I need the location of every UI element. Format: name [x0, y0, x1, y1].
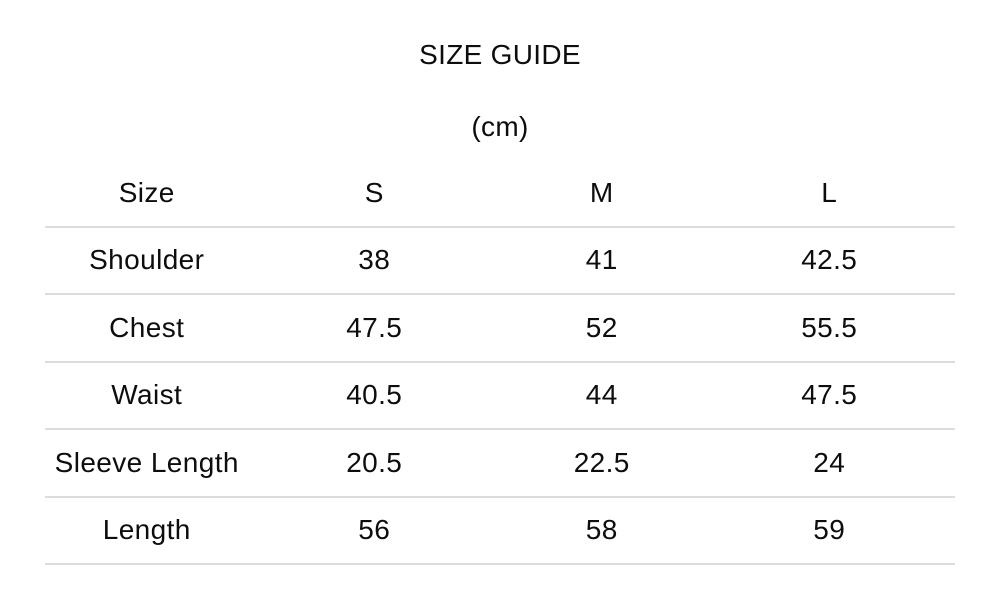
column-header-m: M — [589, 176, 614, 208]
cell-value: 38 — [358, 244, 391, 276]
page-title: SIZE GUIDE — [419, 39, 581, 70]
cell-value: 47.5 — [801, 379, 858, 411]
column-header-l: L — [821, 176, 838, 208]
row-label: Waist — [111, 379, 183, 411]
cell-value: 52 — [585, 311, 618, 343]
cell-value: 42.5 — [801, 244, 858, 276]
column-header-s: S — [364, 176, 384, 208]
cell-value: 47.5 — [346, 311, 403, 343]
column-header-size: Size — [118, 176, 175, 208]
cell-value: 44 — [585, 379, 618, 411]
cell-value: 41 — [585, 244, 618, 276]
row-label: Shoulder — [89, 244, 205, 276]
size-guide-page: SIZE GUIDE (cm) Size S M L Shoulder 38 4… — [45, 39, 955, 565]
cell-value: 24 — [813, 446, 846, 478]
cell-value: 55.5 — [801, 311, 858, 343]
table-header-row: Size S M L — [45, 160, 955, 228]
cell-value: 40.5 — [346, 379, 403, 411]
cell-value: 58 — [585, 514, 618, 546]
table-row-sleeve-length: Sleeve Length 20.5 22.5 24 — [45, 430, 955, 498]
unit-label: (cm) — [471, 111, 529, 142]
cell-value: 56 — [358, 514, 391, 546]
table-row-waist: Waist 40.5 44 47.5 — [45, 363, 955, 430]
cell-value: 59 — [813, 514, 846, 546]
row-label: Length — [102, 514, 191, 546]
size-table: Size S M L Shoulder 38 41 42.5 Chest 47.… — [45, 160, 955, 565]
table-row-chest: Chest 47.5 52 55.5 — [45, 295, 955, 363]
table-row-length: Length 56 58 59 — [45, 498, 955, 565]
row-label: Sleeve Length — [54, 446, 239, 478]
row-label: Chest — [109, 311, 185, 343]
cell-value: 20.5 — [346, 446, 403, 478]
cell-value: 22.5 — [573, 446, 630, 478]
table-row-shoulder: Shoulder 38 41 42.5 — [45, 228, 955, 295]
